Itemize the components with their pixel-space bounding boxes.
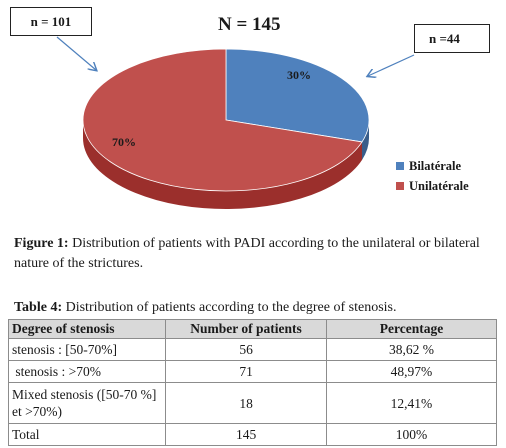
cell-percentage: 48,97% bbox=[325, 360, 498, 383]
cell-degree: Mixed stenosis ([50-70 %] et >70%) bbox=[7, 382, 167, 424]
callout-unilateral-count: n = 101 bbox=[10, 7, 92, 36]
cell-number: 71 bbox=[165, 360, 327, 383]
pie-chart-figure: n = 101 N = 145 n =44 30% 70% Bilatérale… bbox=[10, 7, 490, 209]
table-header-row: Degree of stenosis Number of patients Pe… bbox=[7, 319, 498, 339]
legend-label-unilateral: Unilatérale bbox=[409, 178, 469, 193]
header-percentage: Percentage bbox=[325, 319, 498, 339]
callout-arrow-left bbox=[56, 36, 96, 70]
header-degree: Degree of stenosis bbox=[7, 319, 167, 339]
legend-swatch-unilateral bbox=[396, 182, 404, 190]
cell-number: 18 bbox=[165, 382, 327, 424]
table-row: stenosis : >70% 71 48,97% bbox=[7, 360, 498, 383]
header-number: Number of patients bbox=[165, 319, 327, 339]
legend-swatch-bilateral bbox=[396, 162, 404, 170]
cell-percentage: 38,62 % bbox=[325, 338, 498, 361]
callout-arrow-right bbox=[368, 54, 415, 76]
pie-slice-bilateral bbox=[225, 48, 370, 143]
cell-degree: stenosis : >70% bbox=[7, 360, 167, 383]
table-caption-label: Table 4: bbox=[14, 300, 63, 315]
cell-percentage: 100% bbox=[325, 423, 498, 446]
table-row: Mixed stenosis ([50-70 %] et >70%) 18 12… bbox=[7, 382, 498, 424]
table-caption: Table 4: Distribution of patients accord… bbox=[14, 298, 498, 318]
data-label-unilateral: 70% bbox=[112, 135, 136, 149]
cell-percentage: 12,41% bbox=[325, 382, 498, 424]
figure-caption-text: Distribution of patients with PADI accor… bbox=[14, 236, 480, 271]
callout-bilateral-count: n =44 bbox=[414, 24, 490, 53]
chart-legend: Bilatérale Unilatérale bbox=[396, 156, 469, 196]
cell-number: 145 bbox=[165, 423, 327, 446]
stenosis-table: Degree of stenosis Number of patients Pe… bbox=[7, 319, 498, 446]
pie-side-bilateral bbox=[362, 120, 369, 160]
legend-item-unilateral: Unilatérale bbox=[396, 176, 469, 196]
legend-item-bilateral: Bilatérale bbox=[396, 156, 469, 176]
chart-title: N = 145 bbox=[218, 14, 281, 35]
table-caption-text: Distribution of patients according to th… bbox=[62, 300, 397, 315]
data-label-bilateral: 30% bbox=[287, 68, 311, 82]
figure-caption-label: Figure 1: bbox=[14, 236, 69, 251]
pie-slice-unilateral bbox=[82, 48, 363, 192]
pie-chart bbox=[56, 36, 415, 209]
figure-caption: Figure 1: Distribution of patients with … bbox=[14, 234, 498, 274]
cell-number: 56 bbox=[165, 338, 327, 361]
table-row: stenosis : [50-70%] 56 38,62 % bbox=[7, 338, 498, 361]
cell-degree: Total bbox=[7, 423, 167, 446]
cell-degree: stenosis : [50-70%] bbox=[7, 338, 167, 361]
pie-side-unilateral bbox=[82, 120, 363, 209]
legend-label-bilateral: Bilatérale bbox=[409, 158, 462, 173]
table-row: Total 145 100% bbox=[7, 423, 498, 446]
